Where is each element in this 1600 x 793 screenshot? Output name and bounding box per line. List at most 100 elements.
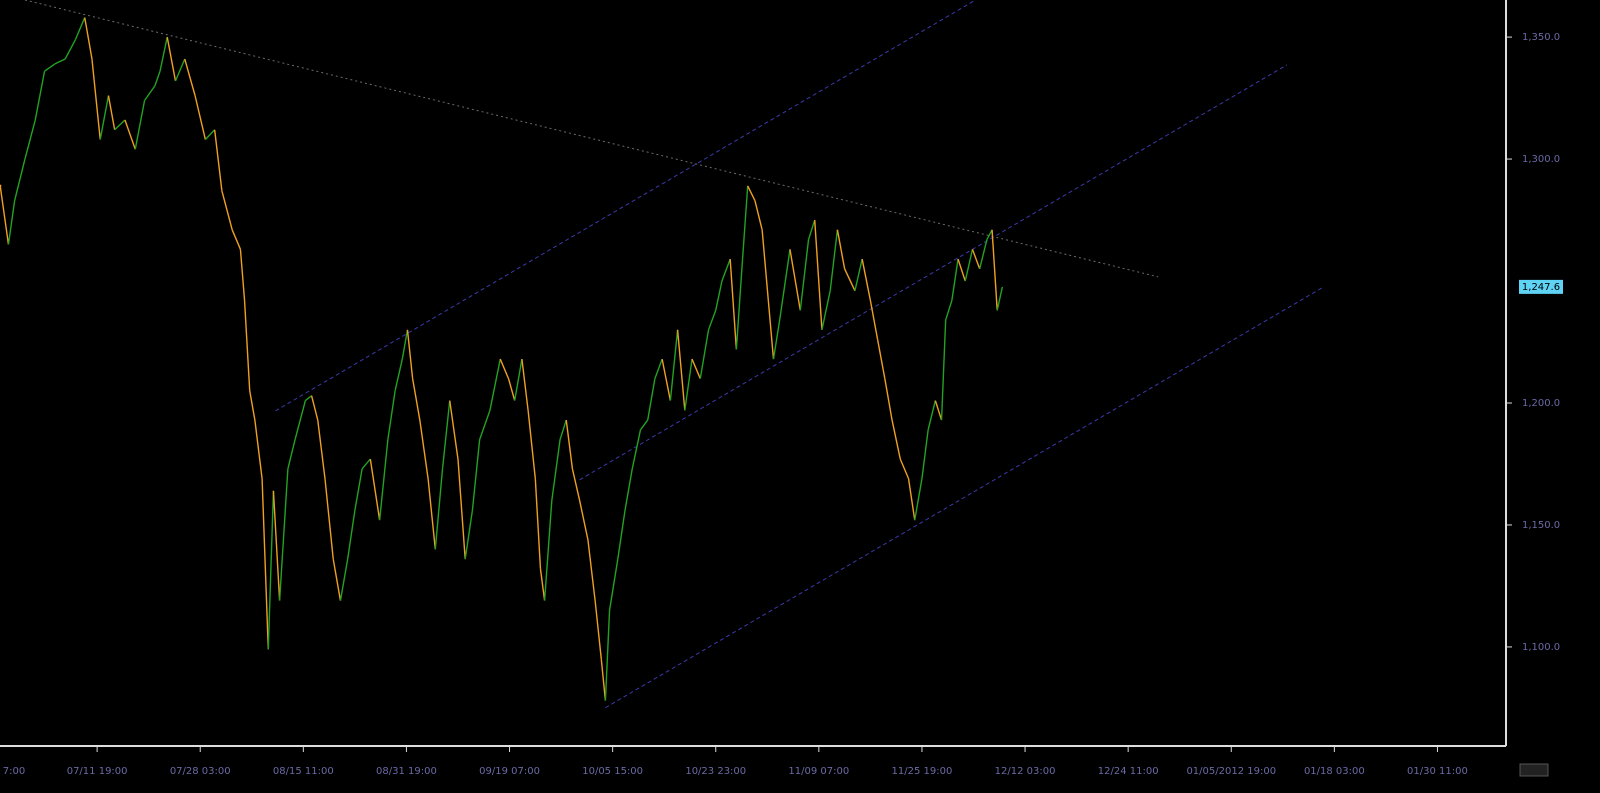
price-segment (907, 478, 916, 521)
price-segment (339, 558, 349, 601)
price-segment (861, 258, 872, 301)
price-segment (914, 478, 923, 521)
price-segment (369, 458, 381, 521)
price-segment (587, 539, 596, 601)
price-segment (427, 478, 436, 550)
price-segment (34, 71, 46, 121)
x-tick-label: 01/05/2012 19:00 (1186, 766, 1276, 777)
price-segment (401, 329, 409, 360)
price-segment (99, 95, 110, 140)
price-segment (184, 58, 196, 96)
price-segment (934, 400, 943, 421)
price-segment (471, 439, 481, 511)
price-segment (707, 310, 717, 331)
price-segment (243, 300, 251, 391)
x-tick-label: 01/18 03:00 (1304, 766, 1365, 777)
price-segment (521, 358, 529, 411)
price-segment (884, 378, 893, 421)
price-segment (604, 610, 611, 701)
price-segment (991, 229, 998, 311)
price-segment (814, 219, 823, 330)
price-segment (272, 490, 281, 601)
x-tick-label: 11/25 19:00 (892, 766, 953, 777)
price-segment (891, 419, 901, 460)
price-segment (478, 410, 491, 440)
price-segment (761, 229, 770, 301)
y-tick-label: 1,350.0 (1522, 32, 1560, 43)
price-segment (304, 395, 313, 402)
price-segment (514, 358, 523, 401)
last-price-tag (1519, 279, 1563, 294)
price-segment (213, 129, 223, 191)
price-segment (441, 400, 451, 469)
price-segment (159, 36, 168, 72)
x-tick-label: 08/31 19:00 (376, 766, 437, 777)
price-segment (411, 378, 421, 421)
x-tick-label: 07/11 19:00 (67, 766, 128, 777)
price-segment (661, 358, 672, 401)
price-segment (267, 490, 275, 650)
price-segment (134, 100, 146, 150)
price-segment (799, 239, 810, 311)
price-segment (154, 70, 161, 87)
price-segment (996, 286, 1004, 311)
y-tick-label: 1,300.0 (1522, 154, 1560, 165)
price-segment (729, 259, 738, 350)
price-segment (346, 510, 356, 560)
price-segment (278, 468, 289, 601)
price-segment (231, 229, 242, 250)
price-segment (287, 439, 296, 470)
price-segment (449, 400, 459, 460)
trend-line (275, 0, 976, 412)
price-segment (654, 358, 663, 379)
corner-button[interactable] (1519, 763, 1549, 777)
price-segment (294, 400, 307, 440)
price-segment (434, 468, 444, 550)
price-segment (551, 439, 561, 501)
x-tick-label: 7:00 (3, 766, 25, 777)
price-segment (699, 329, 710, 379)
price-segment (721, 258, 731, 282)
price-segment (84, 17, 93, 60)
price-segment (617, 510, 626, 560)
y-tick-label: 1,200.0 (1522, 398, 1560, 409)
x-tick-label: 11/09 07:00 (788, 766, 849, 777)
price-segment (594, 600, 602, 660)
price-segment (489, 358, 501, 411)
price-segment (747, 185, 756, 201)
price-segment (964, 249, 974, 282)
price-segment (921, 429, 929, 479)
price-segment (194, 95, 207, 140)
price-segment (624, 468, 633, 511)
price-segment (107, 95, 116, 130)
price-segment (464, 510, 474, 560)
price-segment (807, 219, 816, 240)
price-segment (24, 119, 36, 160)
price-segment (249, 390, 256, 421)
price-segment (957, 258, 966, 282)
price-segment (419, 419, 429, 479)
last-price-label: 1,247.6 (1522, 282, 1560, 293)
price-segment (44, 63, 56, 72)
price-segment (899, 458, 910, 479)
price-segment (539, 568, 546, 601)
price-segment (239, 249, 246, 301)
price-segment (876, 339, 886, 379)
price-segment (772, 319, 781, 360)
x-tick-label: 10/05 15:00 (582, 766, 643, 777)
price-segment (378, 439, 389, 521)
price-segment (394, 358, 403, 391)
price-segment (741, 185, 749, 260)
price-segment (647, 378, 656, 421)
price-segment (639, 419, 649, 431)
price-segment (836, 229, 846, 269)
price-segment (951, 258, 959, 301)
price-segment (986, 229, 993, 240)
y-tick-label: 1,100.0 (1522, 642, 1560, 653)
price-segment (631, 429, 642, 470)
price-segment (310, 395, 319, 421)
price-segment (324, 478, 334, 560)
price-segment (684, 358, 693, 411)
